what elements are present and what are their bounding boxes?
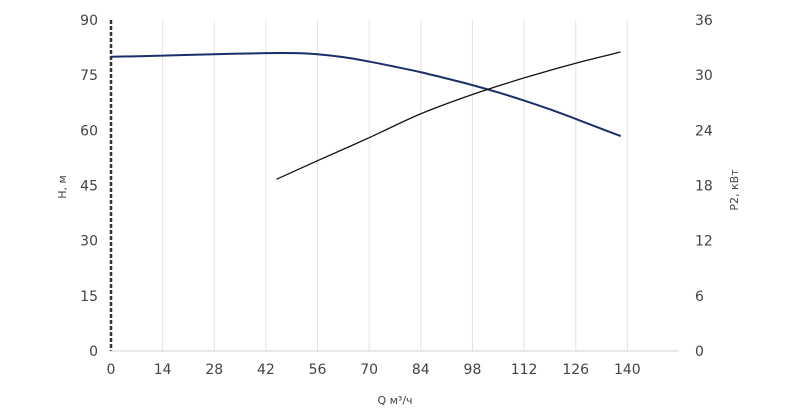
left-y-tick-label: 0 (89, 344, 98, 360)
x-tick-label: 70 (360, 362, 378, 378)
x-tick-label: 140 (614, 362, 641, 378)
x-tick-label: 84 (412, 362, 430, 378)
x-tick-label: 98 (464, 362, 482, 378)
right-y-tick-label: 18 (695, 179, 713, 195)
x-tick-label: 28 (205, 362, 223, 378)
left-y-tick-label: 60 (80, 123, 98, 139)
series-lines (110, 51, 621, 180)
x-tick-label: 0 (107, 362, 116, 378)
power-curve-line (276, 51, 621, 180)
right-y-axis-title: P2, кВт (728, 169, 741, 211)
vertical-grid (162, 20, 628, 351)
x-tick-label: 14 (154, 362, 172, 378)
head-curve-line (110, 51, 621, 137)
left-y-tick-label: 30 (80, 234, 98, 250)
x-tick-label: 112 (511, 362, 538, 378)
left-y-tick-label: 45 (80, 179, 98, 195)
tick-labels: 0 14 28 42 56 70 84 98 112 126 140 0 15 30 45 60 75 90 0 6 1… (80, 13, 713, 378)
left-y-tick-label: 75 (80, 68, 98, 84)
left-y-axis-title: H, м (56, 175, 69, 199)
right-y-tick-label: 36 (695, 13, 713, 29)
left-y-tick-label: 15 (80, 289, 98, 305)
x-tick-label: 42 (257, 362, 275, 378)
right-y-tick-label: 24 (695, 123, 713, 139)
right-y-tick-label: 0 (695, 344, 704, 360)
x-tick-label: 56 (309, 362, 327, 378)
right-y-tick-label: 6 (695, 289, 704, 305)
x-axis-title: Q м³/ч (377, 394, 412, 407)
right-y-tick-label: 30 (695, 68, 713, 84)
x-tick-label: 126 (562, 362, 589, 378)
left-y-tick-label: 90 (80, 13, 98, 29)
axes (109, 20, 679, 352)
right-y-tick-label: 12 (695, 234, 713, 250)
